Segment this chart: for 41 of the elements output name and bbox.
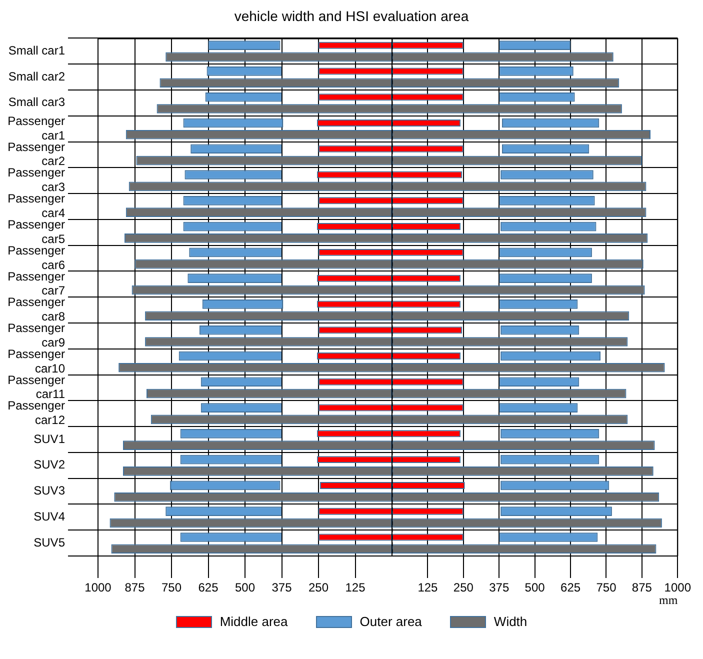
y-tick-label: Passenger car11 [8, 372, 66, 402]
chart-title: vehicle width and HSI evaluation area [233, 8, 470, 24]
y-tick-label: Passenger car5 [8, 217, 66, 246]
x-tick-label: 500 [234, 580, 256, 595]
y-tick-label: Passenger car12 [8, 398, 66, 428]
y-tick-label: SUV3 [34, 484, 66, 498]
y-tick-label: Passenger car4 [8, 192, 66, 220]
x-tick-label: 625 [560, 580, 581, 595]
y-tick-label: SUV2 [34, 458, 66, 472]
y-tick-label: Passenger car3 [8, 166, 66, 194]
x-tick-label: 625 [198, 580, 219, 595]
x-tick-label: 875 [124, 580, 146, 595]
legend-label: Middle area [220, 614, 288, 629]
x-tick-label: 125 [345, 580, 366, 595]
x-tick-label: 750 [161, 580, 182, 595]
x-axis-title: mm [658, 592, 678, 607]
y-tick-label: Passenger car7 [8, 269, 66, 298]
x-tick-label: 250 [308, 580, 329, 595]
x-tick-label: 125 [418, 580, 438, 595]
y-tick-label: Small car2 [8, 69, 66, 84]
y-tick-label: Passenger car10 [8, 346, 66, 376]
x-tick-label: 500 [524, 580, 546, 595]
y-tick-label: Passenger car9 [8, 321, 66, 350]
x-tick-label: 375 [489, 580, 510, 595]
y-tick-label: Small car3 [8, 95, 66, 110]
x-tick-label: 375 [272, 580, 292, 595]
y-tick-label: Passenger car8 [8, 295, 66, 324]
legend-label: Width [494, 614, 528, 629]
x-tick-label: 750 [596, 580, 617, 595]
x-tick-label: 1000 [84, 580, 112, 595]
y-tick-label: Passenger car6 [8, 243, 66, 272]
y-tick-label: Passenger car1 [8, 114, 66, 142]
y-tick-label: SUV1 [34, 432, 66, 446]
y-tick-label: SUV5 [34, 535, 66, 550]
y-tick-label: SUV4 [34, 509, 66, 524]
x-tick-label: 875 [632, 580, 652, 595]
x-tick-label: 250 [453, 580, 474, 595]
x-tick-label: 1000 [664, 580, 692, 595]
y-tick-label: Passenger car2 [8, 140, 66, 168]
legend-label: Outer area [360, 614, 422, 629]
y-tick-label: Small car1 [8, 43, 66, 58]
